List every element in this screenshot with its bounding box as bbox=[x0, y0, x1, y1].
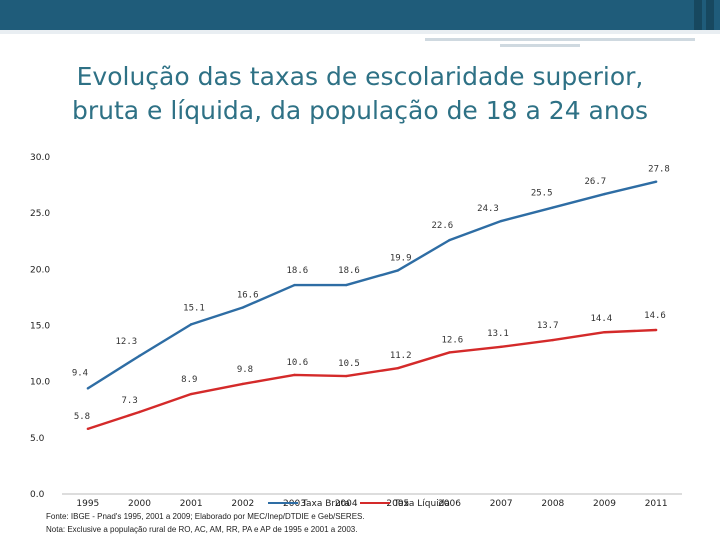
title-line-2: bruta e líquida, da população de 18 a 24… bbox=[71, 96, 649, 125]
legend-label-taxa-bruta: Taxa Bruta bbox=[301, 499, 350, 509]
footnote-source: Fonte: IBGE - Pnad's 1995, 2001 a 2009; … bbox=[46, 512, 365, 521]
data-point bbox=[396, 366, 400, 370]
data-label: 14.4 bbox=[591, 314, 613, 324]
data-point bbox=[551, 206, 555, 209]
data-point bbox=[344, 283, 348, 287]
y-tick-label: 0.0 bbox=[30, 490, 45, 500]
legend-label-taxa-liquida: Taxa Líquida bbox=[393, 499, 450, 509]
banner-square-1 bbox=[694, 0, 702, 30]
data-point bbox=[189, 323, 193, 326]
x-tick-label: 2011 bbox=[645, 499, 668, 509]
x-tick-label: 2006 bbox=[438, 499, 461, 509]
data-label: 13.7 bbox=[537, 321, 559, 331]
data-label: 22.6 bbox=[432, 221, 454, 231]
data-point bbox=[344, 374, 348, 378]
data-point bbox=[448, 238, 451, 242]
data-label: 9.8 bbox=[237, 365, 253, 375]
data-label: 7.3 bbox=[122, 396, 138, 406]
data-label: 26.7 bbox=[585, 177, 607, 187]
y-tick-label: 5.0 bbox=[30, 434, 45, 444]
data-point bbox=[499, 345, 503, 349]
data-label: 25.5 bbox=[531, 189, 553, 199]
x-tick-label: 2009 bbox=[593, 499, 616, 509]
data-label: 12.6 bbox=[442, 335, 464, 345]
data-label: 24.3 bbox=[477, 204, 499, 214]
data-point bbox=[138, 354, 141, 358]
series-line-taxa-bruta bbox=[87, 180, 657, 390]
data-label: 12.3 bbox=[116, 337, 138, 347]
data-point bbox=[603, 331, 606, 334]
data-point bbox=[654, 180, 658, 183]
slide-title: Evolução das taxas de escolaridade super… bbox=[20, 60, 700, 128]
y-tick-label: 10.0 bbox=[30, 378, 50, 388]
data-point bbox=[138, 410, 141, 414]
decorative-line-short bbox=[500, 44, 580, 47]
data-point bbox=[396, 269, 400, 272]
data-label: 16.6 bbox=[237, 291, 259, 301]
decorative-line bbox=[425, 38, 695, 41]
x-tick-label: 2008 bbox=[541, 499, 564, 509]
data-point bbox=[654, 328, 658, 332]
data-point bbox=[603, 192, 606, 196]
data-label: 18.6 bbox=[338, 266, 360, 276]
data-label: 9.4 bbox=[72, 368, 88, 378]
y-tick-label: 15.0 bbox=[30, 322, 50, 332]
banner-square-2 bbox=[706, 0, 714, 30]
data-label: 13.1 bbox=[487, 329, 509, 339]
data-point bbox=[241, 306, 245, 309]
y-tick-label: 25.0 bbox=[30, 209, 50, 219]
data-point bbox=[189, 392, 193, 396]
data-point bbox=[86, 427, 90, 431]
title-line-1: Evolução das taxas de escolaridade super… bbox=[76, 62, 644, 91]
data-label: 27.8 bbox=[648, 165, 670, 175]
data-point bbox=[293, 283, 296, 287]
top-banner bbox=[0, 0, 720, 30]
y-tick-label: 30.0 bbox=[30, 153, 50, 163]
data-point bbox=[241, 382, 245, 386]
data-label: 15.1 bbox=[183, 303, 205, 313]
y-tick-label: 20.0 bbox=[30, 265, 50, 275]
banner-stripe bbox=[0, 30, 720, 34]
data-label: 8.9 bbox=[181, 375, 197, 385]
data-label: 11.2 bbox=[390, 351, 412, 361]
data-label: 5.8 bbox=[74, 412, 90, 422]
data-label: 14.6 bbox=[644, 311, 666, 321]
data-label: 10.6 bbox=[287, 358, 309, 368]
series-line-taxa-liquida bbox=[87, 328, 657, 430]
x-tick-label: 1995 bbox=[76, 499, 99, 509]
x-tick-label: 2004 bbox=[335, 499, 358, 509]
data-point bbox=[86, 387, 90, 390]
data-point bbox=[448, 351, 451, 354]
x-tick-label: 2000 bbox=[128, 499, 151, 509]
data-point bbox=[293, 373, 296, 377]
data-label: 10.5 bbox=[338, 359, 360, 369]
data-label: 18.6 bbox=[287, 266, 309, 276]
x-tick-label: 2002 bbox=[231, 499, 254, 509]
x-tick-label: 2001 bbox=[180, 499, 203, 509]
data-label: 19.9 bbox=[390, 253, 412, 263]
data-point bbox=[551, 338, 555, 342]
footnote-note: Nota: Exclusive a população rural de RO,… bbox=[46, 525, 358, 534]
x-tick-label: 2007 bbox=[490, 499, 513, 509]
x-tick-label: 2005 bbox=[386, 499, 409, 509]
data-point bbox=[499, 219, 503, 223]
